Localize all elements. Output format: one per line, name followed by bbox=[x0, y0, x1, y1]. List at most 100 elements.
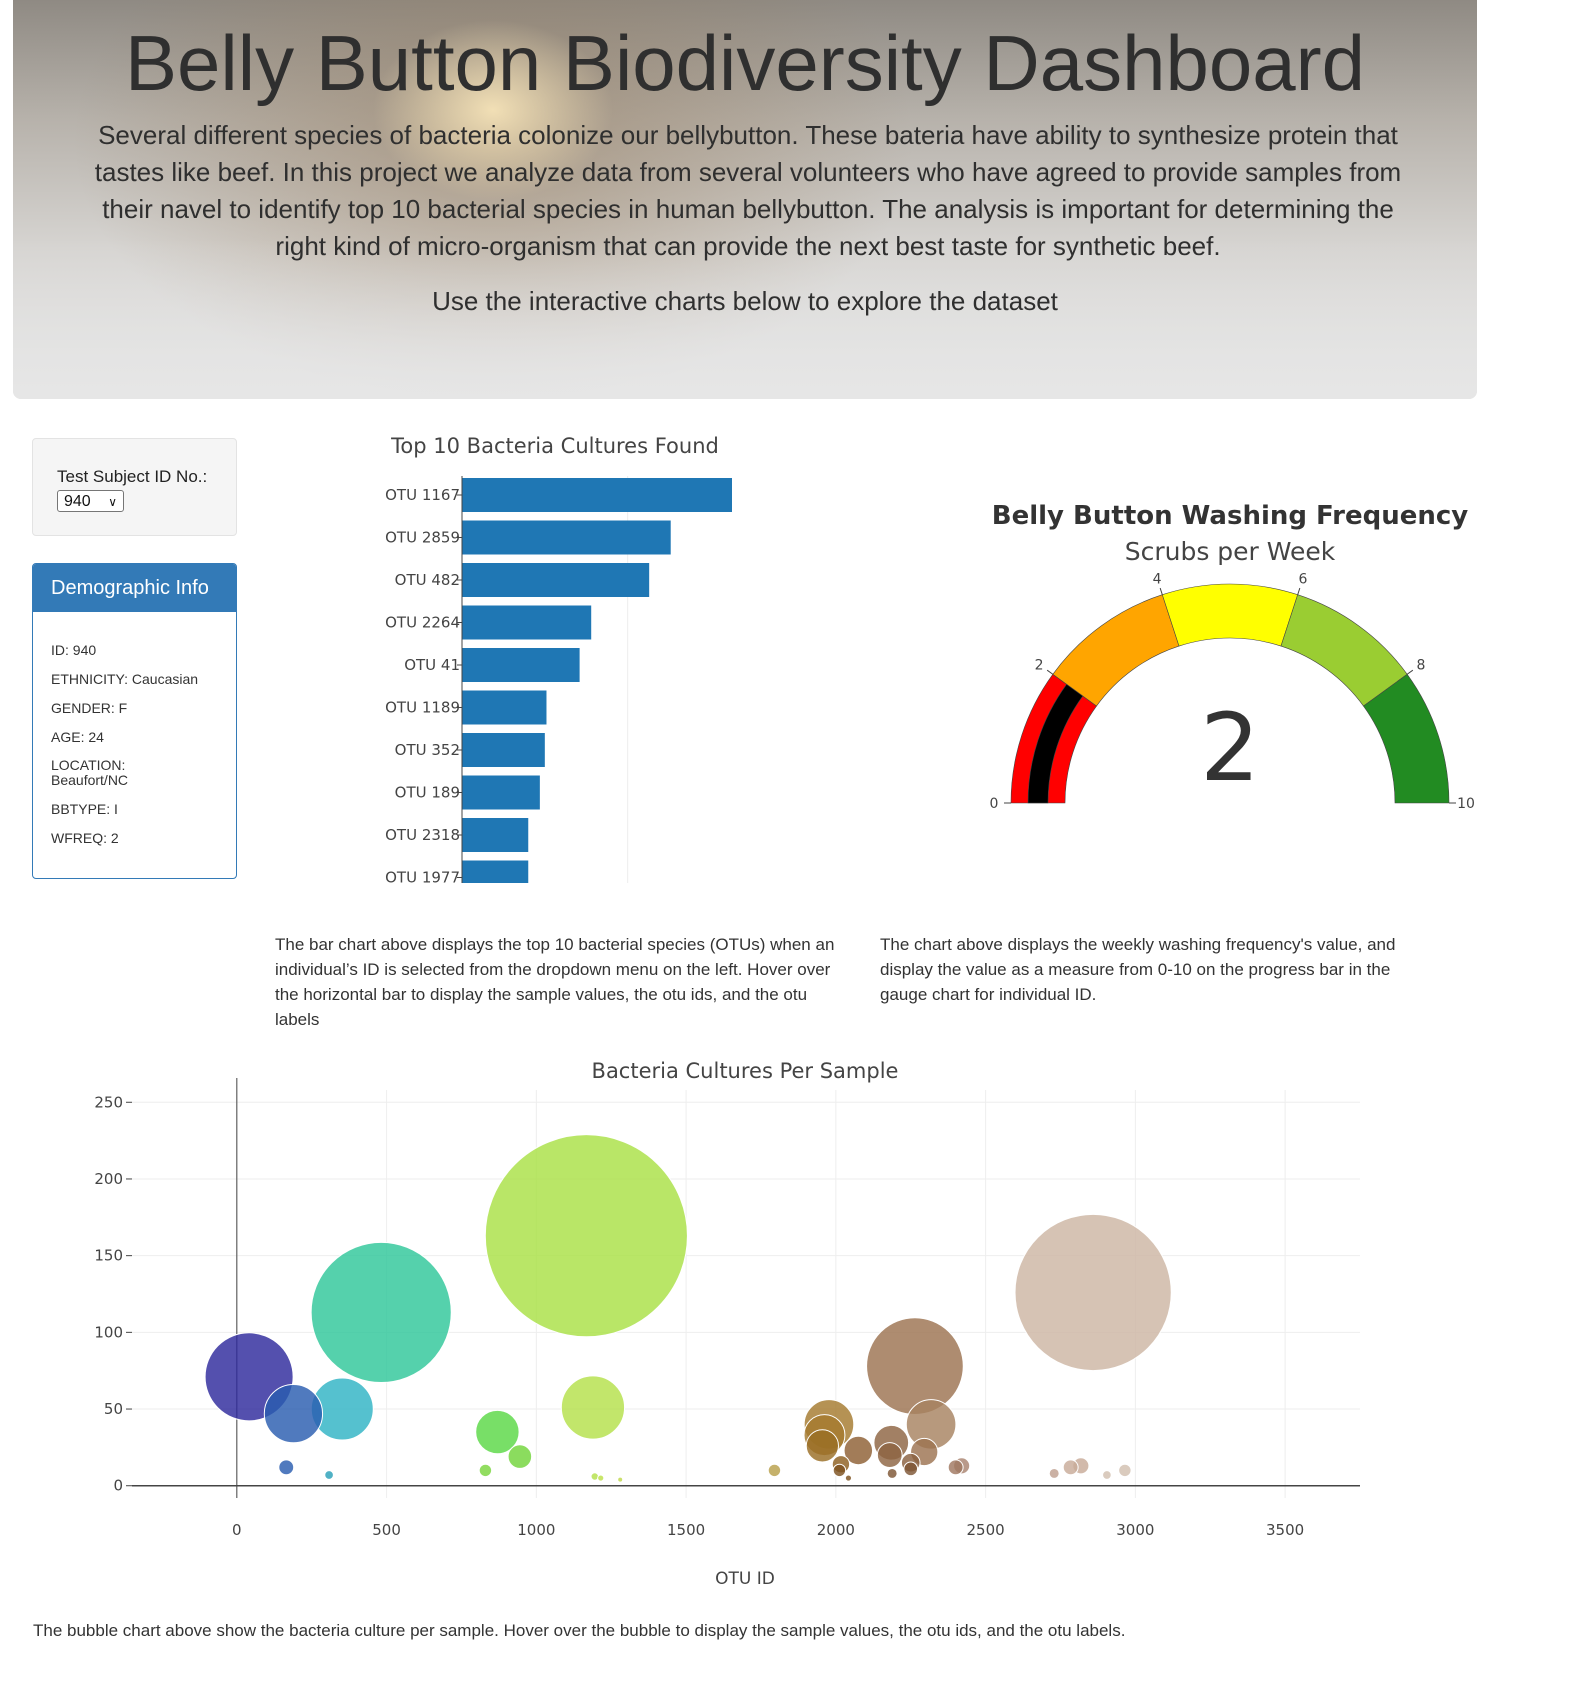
demographic-row-ethnicity: ETHNICITY: Caucasian bbox=[51, 671, 199, 687]
bar-7 bbox=[462, 775, 540, 810]
gauge-chart-caption: The chart above displays the weekly wash… bbox=[880, 935, 1396, 1004]
bubble-chart-title: Bacteria Cultures Per Sample bbox=[592, 1059, 899, 1083]
bubble-point-33 bbox=[1062, 1459, 1079, 1476]
bar-1 bbox=[462, 520, 671, 555]
gauge-value: 2 bbox=[1200, 694, 1260, 803]
bar-category-label-9: OTU 1977 bbox=[385, 869, 460, 884]
subject-id-dropdown[interactable]: 940 ∨ bbox=[57, 490, 124, 512]
bubble-point-35 bbox=[1014, 1213, 1172, 1372]
bubble-x-tick-label-4: 2000 bbox=[817, 1521, 855, 1539]
bar-0 bbox=[462, 478, 732, 512]
bubble-y-tick-label-2: 100 bbox=[94, 1323, 123, 1341]
page-title: Belly Button Biodiversity Dashboard bbox=[125, 19, 1365, 107]
bubble-point-24 bbox=[886, 1467, 898, 1479]
bubble-point-5 bbox=[310, 1241, 452, 1383]
bar-6 bbox=[462, 733, 545, 767]
demographic-row-age: AGE: 24 bbox=[51, 729, 104, 745]
bubble-point-20 bbox=[843, 1435, 874, 1466]
bar-category-label-3: OTU 2264 bbox=[385, 614, 460, 632]
bubble-x-tick-label-5: 2500 bbox=[967, 1521, 1005, 1539]
bar-category-label-8: OTU 2318 bbox=[385, 826, 460, 844]
bubble-point-9 bbox=[484, 1134, 688, 1338]
demographic-info-body: ID: 940 ETHNICITY: Caucasian GENDER: F A… bbox=[33, 612, 236, 846]
bubble-y-tick-label-5: 250 bbox=[94, 1093, 123, 1111]
bubble-point-8 bbox=[478, 1463, 493, 1478]
bar-chart-title: Top 10 Bacteria Cultures Found bbox=[390, 434, 719, 458]
gauge-title: Belly Button Washing Frequency bbox=[992, 501, 1468, 531]
top-10-bar-chart[interactable]: Top 10 Bacteria Cultures Found OTU 1167 OT… bbox=[370, 428, 760, 883]
bar-category-label-2: OTU 482 bbox=[395, 571, 460, 589]
bar-8 bbox=[462, 818, 529, 852]
bubble-x-tick-label-0: 0 bbox=[232, 1521, 242, 1539]
page-subtitle: Use the interactive charts below to expl… bbox=[432, 286, 1058, 316]
bubble-point-36 bbox=[1102, 1470, 1112, 1480]
demographic-row-wfreq: WFREQ: 2 bbox=[51, 830, 119, 846]
bubble-point-13 bbox=[617, 1476, 624, 1483]
bubble-x-tick-label-2: 1000 bbox=[517, 1521, 555, 1539]
bubble-point-4 bbox=[324, 1470, 334, 1480]
washing-frequency-gauge[interactable]: Belly Button Washing Frequency Scrubs per… bbox=[960, 490, 1500, 820]
gauge-step-2 bbox=[1161, 583, 1299, 647]
bubble-y-tick-label-4: 200 bbox=[94, 1170, 123, 1188]
bubble-x-tick-label-1: 500 bbox=[372, 1521, 401, 1539]
gauge-tick-3 bbox=[1297, 587, 1301, 595]
bubble-point-26 bbox=[903, 1461, 919, 1477]
bubble-x-tick-label-6: 3000 bbox=[1116, 1521, 1154, 1539]
bubble-point-10 bbox=[560, 1375, 626, 1440]
page-description: Several different species of bacteria co… bbox=[94, 120, 1402, 261]
bar-5 bbox=[462, 690, 547, 725]
bubble-y-tick-label-1: 50 bbox=[104, 1400, 123, 1418]
bar-9 bbox=[462, 860, 529, 883]
gauge-tick-label-1: 2 bbox=[1035, 657, 1044, 673]
bubble-point-6 bbox=[475, 1409, 520, 1455]
gauge-subtitle: Scrubs per Week bbox=[1125, 537, 1336, 566]
demographic-row-bbtype: BBTYPE: I bbox=[51, 801, 118, 817]
subject-id-selected-value: 940 bbox=[64, 493, 91, 510]
bar-category-label-1: OTU 2859 bbox=[385, 529, 460, 547]
demographic-row-gender: GENDER: F bbox=[51, 700, 128, 716]
bubble-chart-caption: The bubble chart above show the bacteria… bbox=[33, 1621, 1126, 1640]
bubble-point-30 bbox=[947, 1459, 964, 1476]
subject-selector-well: Test Subject ID No.: 940 ∨ bbox=[32, 438, 237, 536]
bar-2 bbox=[462, 563, 650, 597]
gauge-tick-label-5: 10 bbox=[1457, 796, 1475, 812]
bar-chart-caption: The bar chart above displays the top 10 … bbox=[275, 935, 835, 1029]
bubble-point-27 bbox=[866, 1317, 964, 1415]
bubble-point-2 bbox=[278, 1459, 295, 1476]
bar-3 bbox=[462, 605, 592, 640]
bubble-y-tick-label-0: 0 bbox=[113, 1477, 123, 1495]
bubble-point-21 bbox=[844, 1474, 853, 1482]
bar-category-label-6: OTU 352 bbox=[395, 741, 460, 759]
subject-id-label: Test Subject ID No.: bbox=[57, 467, 208, 486]
bubble-y-tick-label-3: 150 bbox=[94, 1247, 123, 1265]
bar-category-label-5: OTU 1189 bbox=[385, 699, 460, 717]
gauge-tick-4 bbox=[1406, 669, 1414, 675]
gauge-tick-1 bbox=[1046, 669, 1054, 675]
bubble-point-32 bbox=[1048, 1467, 1060, 1479]
header-jumbotron: Belly Button Biodiversity Dashboard Seve… bbox=[13, 0, 1477, 399]
demographic-info-heading: Demographic Info bbox=[33, 564, 236, 612]
demographic-info-panel: Demographic Info ID: 940 ETHNICITY: Cauc… bbox=[32, 563, 237, 879]
bubble-point-12 bbox=[597, 1474, 605, 1482]
gauge-tick-label-3: 6 bbox=[1298, 572, 1307, 588]
bubble-x-tick-label-3: 1500 bbox=[667, 1521, 705, 1539]
chevron-down-icon: ∨ bbox=[108, 495, 117, 509]
bubble-point-1 bbox=[263, 1383, 324, 1444]
bar-4 bbox=[462, 648, 580, 682]
bar-category-label-7: OTU 189 bbox=[395, 784, 460, 802]
bubble-point-37 bbox=[1118, 1463, 1132, 1478]
gauge-value-bar bbox=[1027, 683, 1084, 804]
demographic-row-location: LOCATION: Beaufort/NC bbox=[51, 757, 129, 788]
bubble-point-14 bbox=[767, 1463, 782, 1478]
bubble-x-tick-label-7: 3500 bbox=[1266, 1521, 1304, 1539]
bubble-point-17 bbox=[805, 1429, 839, 1463]
bubble-point-19 bbox=[832, 1463, 847, 1478]
bubble-x-axis-label: OTU ID bbox=[715, 1569, 775, 1589]
bar-category-label-4: OTU 41 bbox=[404, 656, 460, 674]
gauge-tick-label-4: 8 bbox=[1416, 657, 1425, 673]
bar-category-label-0: OTU 1167 bbox=[385, 486, 460, 504]
bubble-point-23 bbox=[876, 1442, 903, 1468]
demographic-row-id: ID: 940 bbox=[51, 642, 97, 658]
gauge-tick-label-0: 0 bbox=[990, 796, 999, 812]
